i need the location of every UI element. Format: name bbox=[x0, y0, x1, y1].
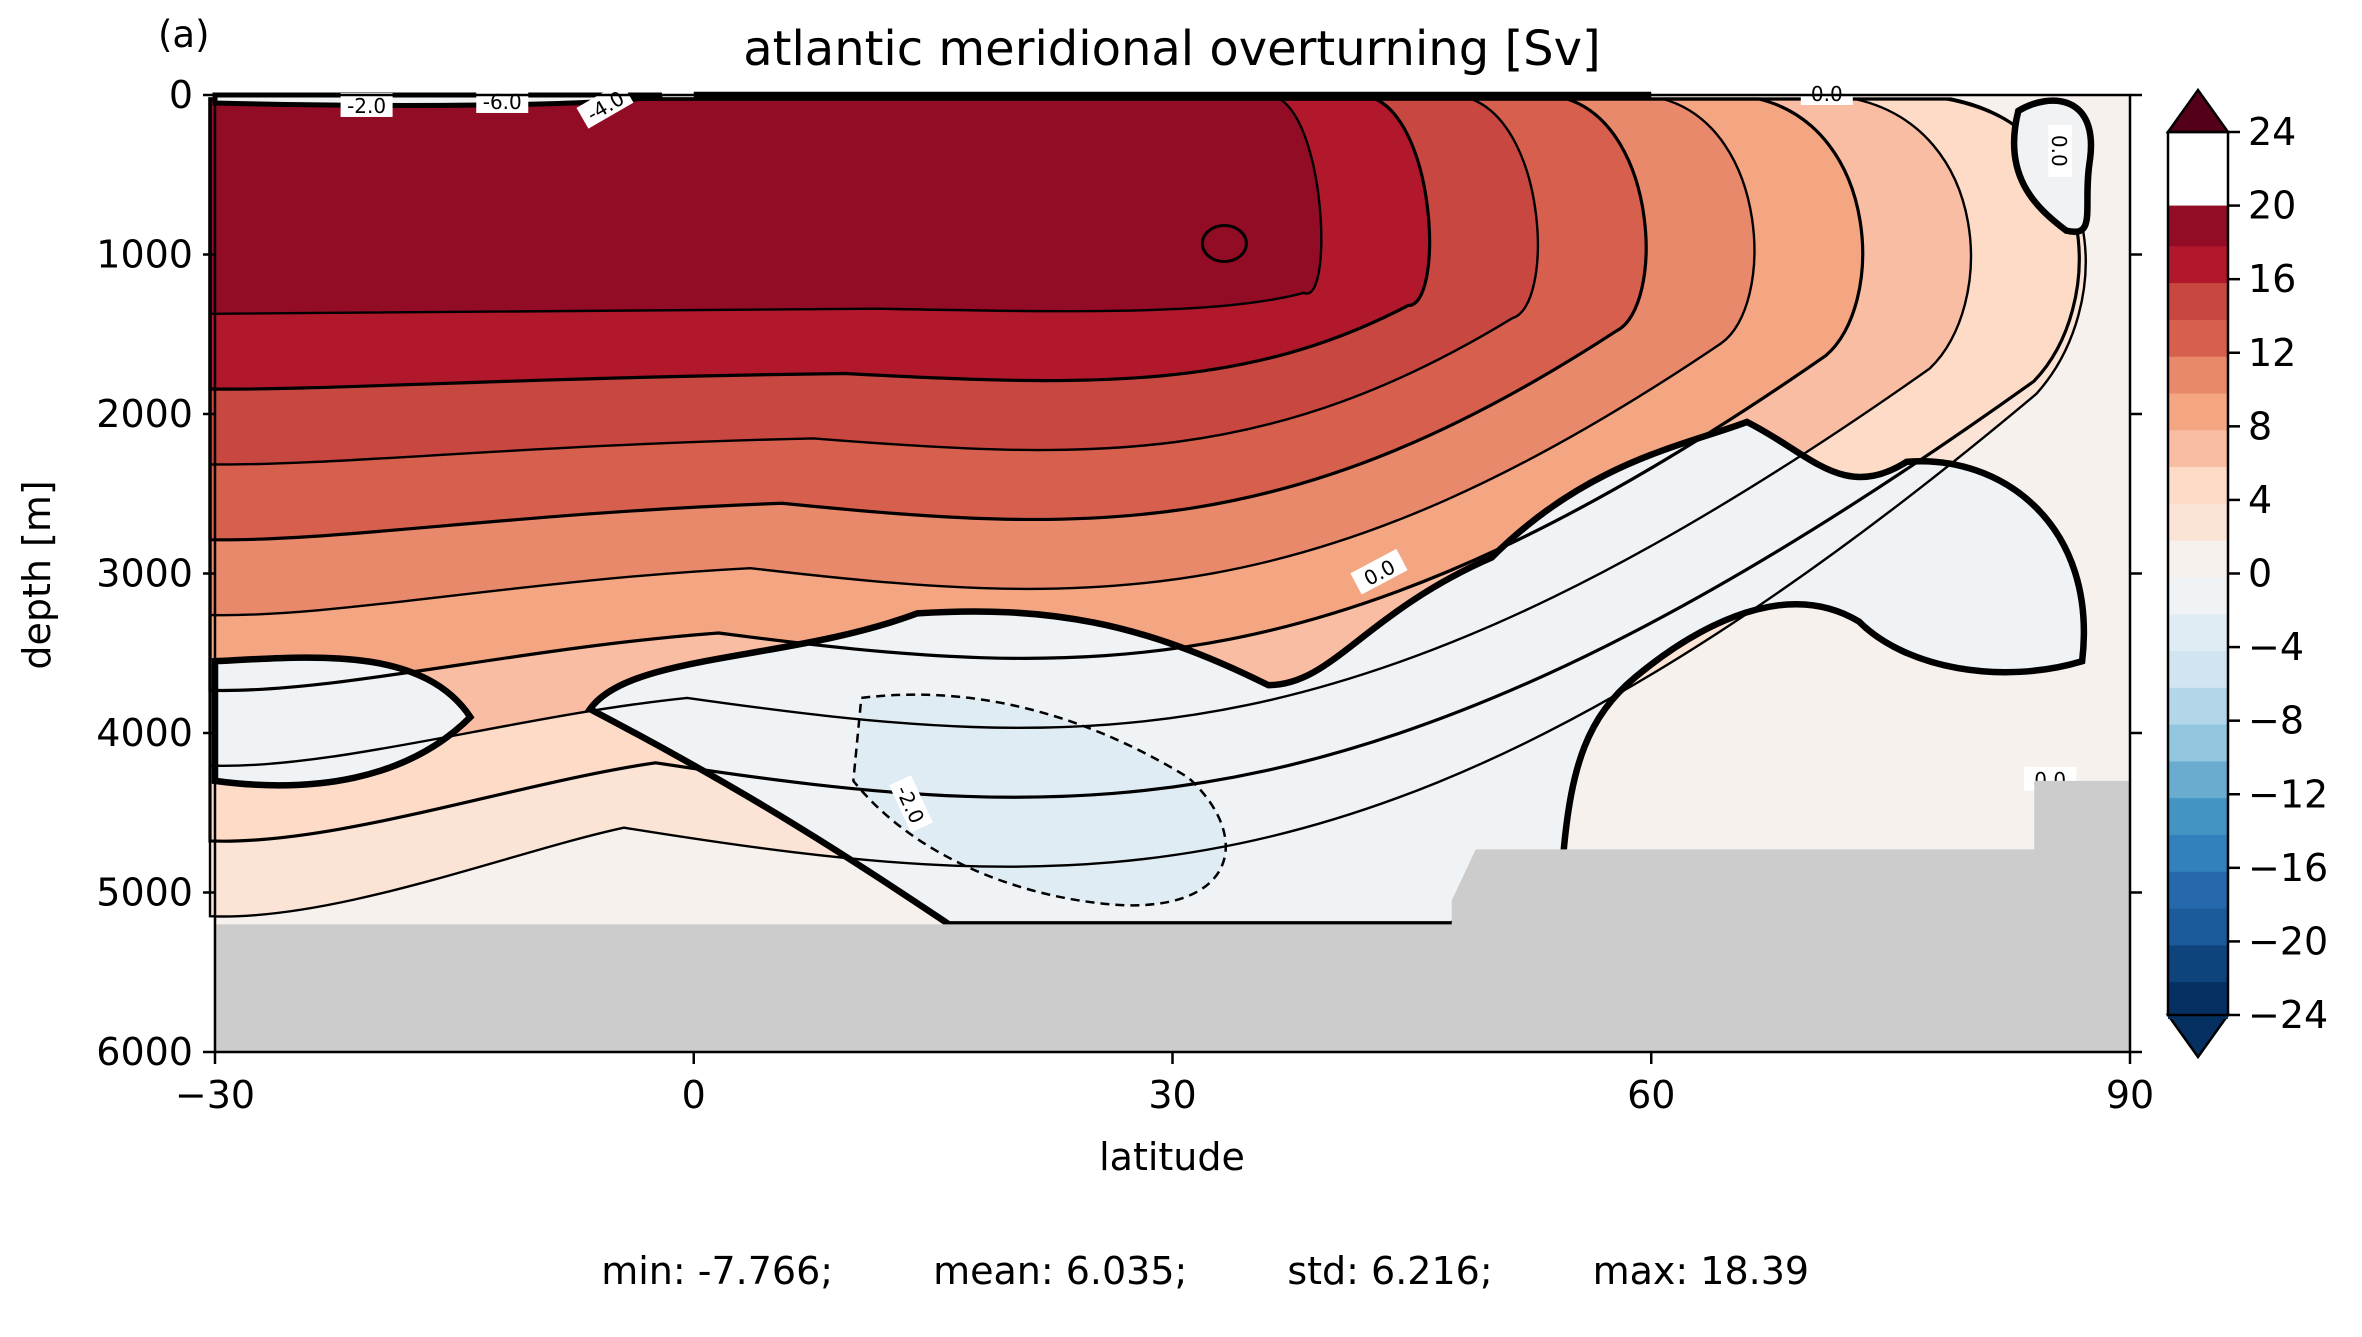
contour-label-group: 0.0 bbox=[2047, 124, 2073, 177]
colorbar-segment bbox=[2168, 499, 2228, 541]
y-tick-label: 1000 bbox=[96, 233, 193, 277]
y-tick-label: 5000 bbox=[96, 871, 193, 915]
contour-line-12 bbox=[208, 97, 1648, 542]
colorbar-tick-label: 20 bbox=[2248, 184, 2296, 228]
colorbar-tick-label: −20 bbox=[2248, 919, 2328, 963]
contour-label-bg bbox=[1350, 548, 1408, 595]
colorbar-segment bbox=[2168, 904, 2228, 946]
contour-label-group: 0.0 bbox=[1350, 548, 1408, 595]
stat-std: std: 6.216; bbox=[1287, 1249, 1493, 1293]
colorbar-tick-label: −16 bbox=[2248, 846, 2328, 890]
x-tick-label: 0 bbox=[682, 1073, 706, 1117]
colorbar-segment bbox=[2168, 463, 2228, 504]
y-axis-label: depth [m] bbox=[15, 480, 59, 669]
colorbar: 24 20 16 12 8 4 0 −4 −8 −12 −16 −20 −24 bbox=[2165, 87, 2328, 1060]
colorbar-segment bbox=[2168, 831, 2228, 872]
contour-label-group: 0.0 bbox=[1800, 81, 1853, 106]
colorbar-segment bbox=[2168, 205, 2228, 247]
contour-line-4 bbox=[208, 97, 2081, 843]
contour-label: -6.0 bbox=[483, 90, 522, 114]
seafloor-mask bbox=[215, 780, 2130, 1052]
axes: −30 0 30 60 90 0 1000 2000 3000 4000 5000 6000 bbox=[96, 73, 2154, 1117]
contour-peak-18 bbox=[1200, 224, 1248, 264]
contour-label-bg bbox=[476, 88, 529, 113]
colorbar-tick-label: −12 bbox=[2248, 772, 2328, 816]
colorbar-tick-label: 8 bbox=[2248, 404, 2272, 448]
colorbar-segment bbox=[2168, 978, 2228, 1019]
colorbar-segment bbox=[2168, 720, 2228, 762]
chart-title: atlantic meridional overturning [Sv] bbox=[743, 21, 1601, 77]
colorbar-tick-label: −24 bbox=[2248, 993, 2328, 1037]
stat-min: min: -7.766; bbox=[601, 1249, 834, 1293]
seafloor-land bbox=[215, 780, 2130, 1052]
colorbar-segment bbox=[2168, 757, 2228, 799]
colorbar-segment bbox=[2168, 794, 2228, 835]
colorbar-segment bbox=[2168, 941, 2228, 983]
contour-fill-18 bbox=[210, 99, 1322, 314]
x-axis-label: latitude bbox=[1099, 1135, 1245, 1179]
colorbar-tick-label: −4 bbox=[2248, 625, 2304, 669]
contour-label: 0.0 bbox=[2047, 135, 2071, 167]
stat-max: max: 18.39 bbox=[1592, 1249, 1810, 1293]
colorbar-extend-min bbox=[2165, 1013, 2231, 1060]
colorbar-segment bbox=[2168, 536, 2228, 578]
colorbar-tick-label: 24 bbox=[2248, 110, 2296, 154]
colorbar-extend-max bbox=[2165, 87, 2231, 134]
colorbar-tick-label: 12 bbox=[2248, 331, 2296, 375]
x-tick-label: 60 bbox=[1627, 1073, 1675, 1117]
colorbar-segment bbox=[2168, 389, 2228, 431]
contour-label-group: -2.0 bbox=[340, 92, 393, 118]
colorbar-tick-label: 0 bbox=[2248, 552, 2272, 596]
colorbar-segment bbox=[2168, 573, 2228, 615]
x-tick-label: −30 bbox=[175, 1073, 255, 1117]
x-tick-label: 90 bbox=[2106, 1073, 2154, 1117]
y-tick-label: 2000 bbox=[96, 392, 193, 436]
contour-line-14 bbox=[208, 97, 1540, 466]
contour-label-bg bbox=[889, 775, 933, 833]
panel-label: (a) bbox=[158, 13, 210, 56]
figure: -2.0 -6.0 -4.0 0.0 0.0 0.0 -2.0 0.0 −30 0 30 60 90 0… bbox=[15, 13, 2328, 1293]
y-tick-label: 6000 bbox=[96, 1030, 193, 1074]
y-tick-label: 0 bbox=[169, 73, 193, 117]
y-tick-label: 4000 bbox=[96, 711, 193, 755]
x-tick-label: 30 bbox=[1148, 1073, 1196, 1117]
contour-line-8 bbox=[208, 97, 1865, 693]
contour-label-bg bbox=[1800, 81, 1853, 105]
contour-chart: -2.0 -6.0 -4.0 0.00.00.0-2.00.0 −30 0 30 60 900… bbox=[15, 13, 2328, 1179]
colorbar-segment bbox=[2168, 610, 2228, 652]
colorbar-tick-label: 4 bbox=[2248, 478, 2272, 522]
contour-label: -2.0 bbox=[347, 94, 386, 118]
stat-mean: mean: 6.035; bbox=[933, 1249, 1188, 1293]
contour-label-bg bbox=[576, 81, 634, 129]
colorbar-segment bbox=[2168, 242, 2228, 284]
contour-line-6 bbox=[208, 97, 1973, 768]
contour-label-bg bbox=[340, 92, 393, 117]
colorbar-segment bbox=[2168, 426, 2228, 468]
colorbar-segment bbox=[2168, 315, 2228, 357]
colorbar-segment bbox=[2168, 647, 2228, 688]
contour-line-10 bbox=[208, 97, 1756, 617]
colorbar-tick-label: 16 bbox=[2248, 257, 2296, 301]
colorbar-segment bbox=[2168, 279, 2228, 320]
contour-label-bg bbox=[2048, 124, 2073, 177]
contour-line-2 bbox=[208, 97, 2087, 918]
y-tick-label: 3000 bbox=[96, 552, 193, 596]
colorbar-tick-label: −8 bbox=[2248, 699, 2304, 743]
colorbar-segment bbox=[2168, 683, 2228, 725]
filled-contours bbox=[210, 95, 2130, 1052]
contour-line-16 bbox=[208, 97, 1432, 391]
colorbar-segment bbox=[2168, 352, 2228, 394]
summary-stats: min: -7.766; mean: 6.035; std: 6.216; max: … bbox=[0, 1205, 2362, 1337]
contour-line-18 bbox=[208, 97, 1323, 316]
colorbar-segment bbox=[2168, 867, 2228, 909]
contour-label-group: -6.0 bbox=[476, 88, 529, 114]
